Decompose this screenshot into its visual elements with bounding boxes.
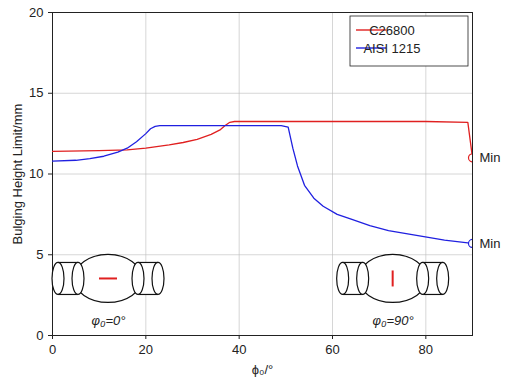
svg-text:20: 20 — [29, 5, 43, 20]
svg-text:60: 60 — [325, 342, 339, 357]
svg-text:40: 40 — [232, 342, 246, 357]
svg-text:Bulging Height Limit/mm: Bulging Height Limit/mm — [10, 104, 25, 245]
svg-text:5: 5 — [36, 247, 43, 262]
svg-text:0: 0 — [49, 342, 56, 357]
svg-text:0: 0 — [36, 328, 43, 343]
svg-text:15: 15 — [29, 85, 43, 100]
svg-text:80: 80 — [419, 342, 433, 357]
svg-text:φ₀=0°: φ₀=0° — [92, 313, 126, 328]
svg-text:AISI 1215: AISI 1215 — [363, 41, 420, 56]
svg-text:φ₀=90°: φ₀=90° — [373, 313, 414, 328]
svg-text:ϕ₀/°: ϕ₀/° — [252, 362, 274, 377]
svg-text:Min: Min — [480, 236, 501, 251]
svg-text:20: 20 — [139, 342, 153, 357]
svg-text:Min: Min — [480, 150, 501, 165]
svg-text:10: 10 — [29, 166, 43, 181]
svg-text:C26800: C26800 — [369, 23, 415, 38]
